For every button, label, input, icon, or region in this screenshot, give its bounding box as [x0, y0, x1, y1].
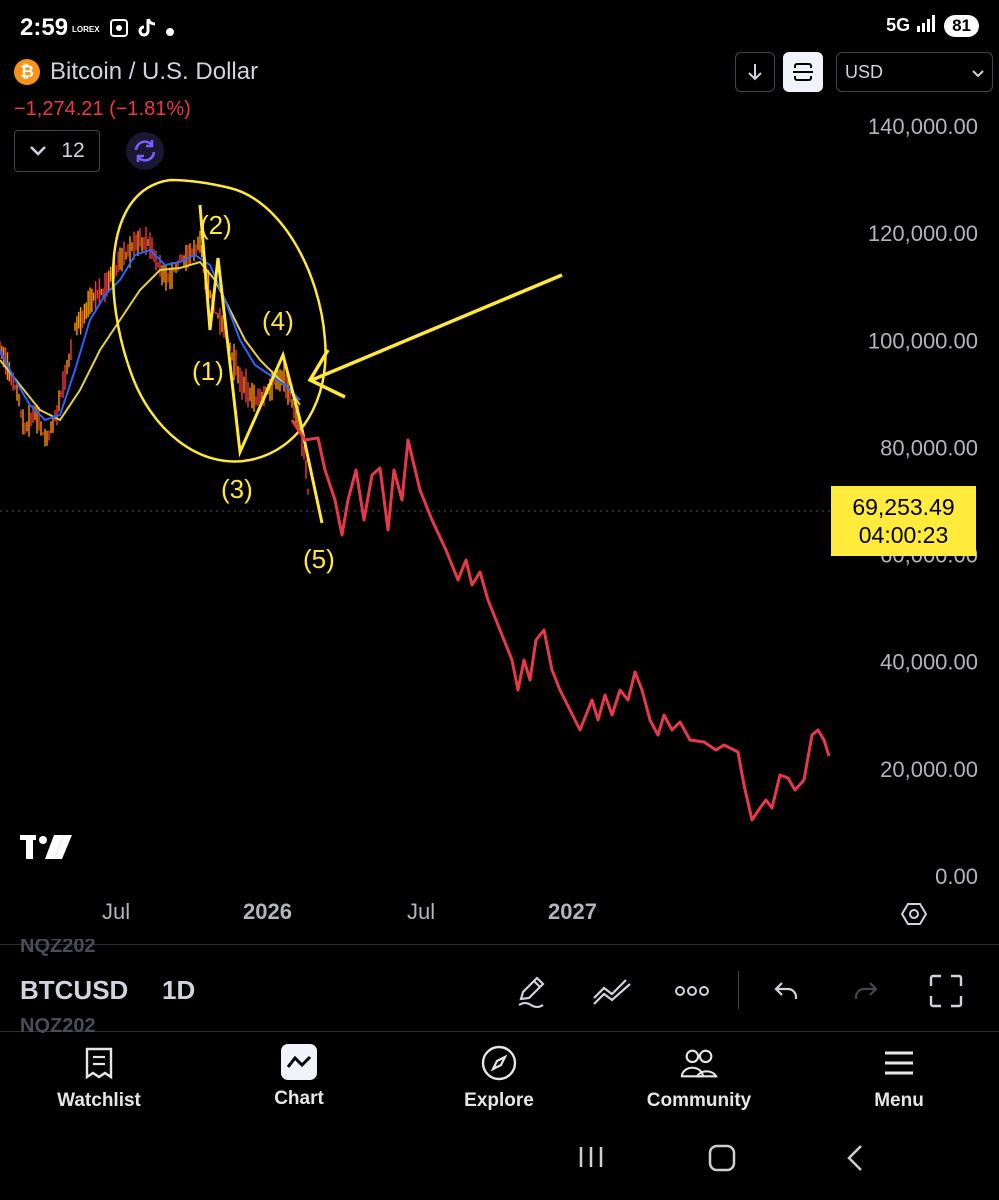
timeframe-button[interactable]: 1D: [162, 975, 196, 1005]
fullscreen-button[interactable]: [926, 971, 966, 1011]
nav-menu[interactable]: Menu: [819, 1044, 979, 1112]
nav-explore[interactable]: Explore: [419, 1044, 579, 1112]
frame-icon: [793, 63, 813, 81]
time-label-2027: 2027: [548, 899, 597, 924]
currency-select[interactable]: USD: [836, 52, 993, 92]
price-axis-label: 100,000.00: [868, 328, 978, 353]
symbol-header[interactable]: ₿ Bitcoin / U.S. Dollar: [14, 58, 258, 86]
fullscreen-icon: [929, 974, 963, 1008]
nav-community[interactable]: Community: [619, 1044, 779, 1112]
status-bar: 2:59 LOREX 5G 81: [0, 0, 999, 56]
home-icon: [708, 1144, 736, 1172]
watchlist-icon: [80, 1044, 118, 1082]
wave-label-5: (5): [303, 544, 335, 574]
nav-label: Community: [646, 1090, 752, 1111]
symbol-title: Bitcoin / U.S. Dollar: [50, 58, 259, 85]
nav-chart[interactable]: Chart: [219, 1044, 379, 1110]
nav-watchlist[interactable]: Watchlist: [19, 1044, 179, 1112]
home-button[interactable]: [707, 1143, 737, 1178]
battery-level: 81: [952, 15, 971, 35]
price-axis-label: 20,000.00: [880, 757, 978, 782]
wave-label-2: (2): [200, 210, 232, 240]
bitcoin-logo-icon: ₿: [14, 59, 40, 85]
time-axis[interactable]: Jul 2026 Jul 2027: [0, 895, 999, 935]
price-axis-label: 140,000.00: [868, 114, 978, 139]
price-axis-label: 80,000.00: [880, 435, 978, 460]
ma-slow-line: [0, 260, 301, 422]
recents-button[interactable]: [577, 1143, 605, 1176]
wave-label-3: (3): [221, 474, 253, 504]
tradingview-logo-icon[interactable]: [20, 832, 72, 867]
current-price-tag: 69,253.49 04:00:23: [831, 486, 976, 556]
back-button[interactable]: [843, 1143, 867, 1178]
chevron-down-icon: [972, 62, 984, 83]
undo-icon: [774, 982, 798, 999]
menu-icon: [880, 1044, 918, 1082]
price-axis-label: 0.00: [935, 864, 978, 889]
pencil-icon: [518, 976, 545, 1008]
elliott-wave-lines: [198, 204, 324, 524]
nav-label: Chart: [274, 1088, 324, 1109]
redo-icon: [854, 982, 878, 999]
indicator-toggle[interactable]: 12: [14, 130, 100, 172]
back-icon: [847, 1145, 862, 1171]
nav-label: Explore: [464, 1090, 534, 1111]
symbol-ticker[interactable]: BTCUSD: [20, 975, 129, 1005]
status-time: 2:59: [20, 14, 69, 41]
time-label-jul-1: Jul: [102, 899, 131, 924]
redo-button[interactable]: [846, 971, 886, 1011]
dot-icon: [165, 21, 174, 39]
trend-tools-button[interactable]: [592, 971, 632, 1011]
ghost-symbol-next: NQZ202: [20, 1015, 96, 1033]
signal-icon: [916, 14, 938, 37]
lorex-icon: LOREX: [72, 25, 100, 34]
price-axis-label: 120,000.00: [868, 221, 978, 246]
settings-icon[interactable]: [900, 900, 928, 933]
status-app-icons: LOREX: [72, 18, 174, 41]
chevron-down-icon: [29, 139, 47, 163]
currency-value: USD: [845, 61, 884, 82]
trend-lines-icon: [593, 979, 631, 1005]
wave-label-4: (4): [262, 306, 294, 336]
arrow-down-icon: [748, 64, 762, 81]
download-button[interactable]: [735, 52, 775, 92]
indicator-count: 12: [61, 139, 85, 162]
chart-icon: [281, 1044, 317, 1080]
chart-toolbar: NQZ202 BTCUSD 1D NQZ202: [0, 939, 999, 1033]
ma-fast-line: [0, 248, 301, 422]
undo-button[interactable]: [766, 971, 806, 1011]
current-price: 69,253.49: [852, 494, 955, 520]
battery-indicator: 81: [944, 14, 979, 37]
ghost-symbol-prev: NQZ202: [20, 939, 96, 957]
bar-countdown: 04:00:23: [858, 522, 949, 548]
hand-drawn-circle: [111, 178, 327, 463]
price-axis-label: 40,000.00: [880, 650, 978, 675]
draw-tool-button[interactable]: [512, 971, 552, 1011]
wave-label-1: (1): [192, 356, 224, 386]
nav-label: Watchlist: [57, 1090, 141, 1111]
time-label-jul-2: Jul: [407, 899, 436, 924]
recents-icon: [579, 1147, 603, 1167]
sync-icon[interactable]: [126, 132, 164, 170]
projection-path: [290, 419, 831, 822]
compass-icon: [480, 1044, 518, 1082]
community-icon: [680, 1044, 718, 1082]
toolbar-divider: [738, 971, 739, 1009]
tiktok-icon: [138, 18, 156, 41]
screenshot-icon: [109, 19, 128, 40]
network-label: 5G: [886, 15, 911, 35]
annotation-arrow: [307, 273, 563, 399]
chart-mode-button[interactable]: [783, 52, 823, 92]
more-tools-button[interactable]: [672, 971, 712, 1011]
ellipsis-icon: [675, 986, 709, 996]
time-label-2026: 2026: [243, 899, 292, 924]
nav-label: Menu: [874, 1090, 924, 1111]
status-right: 5G 81: [886, 14, 979, 37]
price-chart[interactable]: 140,000.00 120,000.00 100,000.00 80,000.00 6…: [0, 100, 999, 940]
system-navigation: [0, 1135, 999, 1185]
bottom-navigation: Watchlist Chart Explore Community Menu: [0, 1034, 999, 1124]
price-change: −1,274.21 (−1.81%): [14, 98, 191, 120]
